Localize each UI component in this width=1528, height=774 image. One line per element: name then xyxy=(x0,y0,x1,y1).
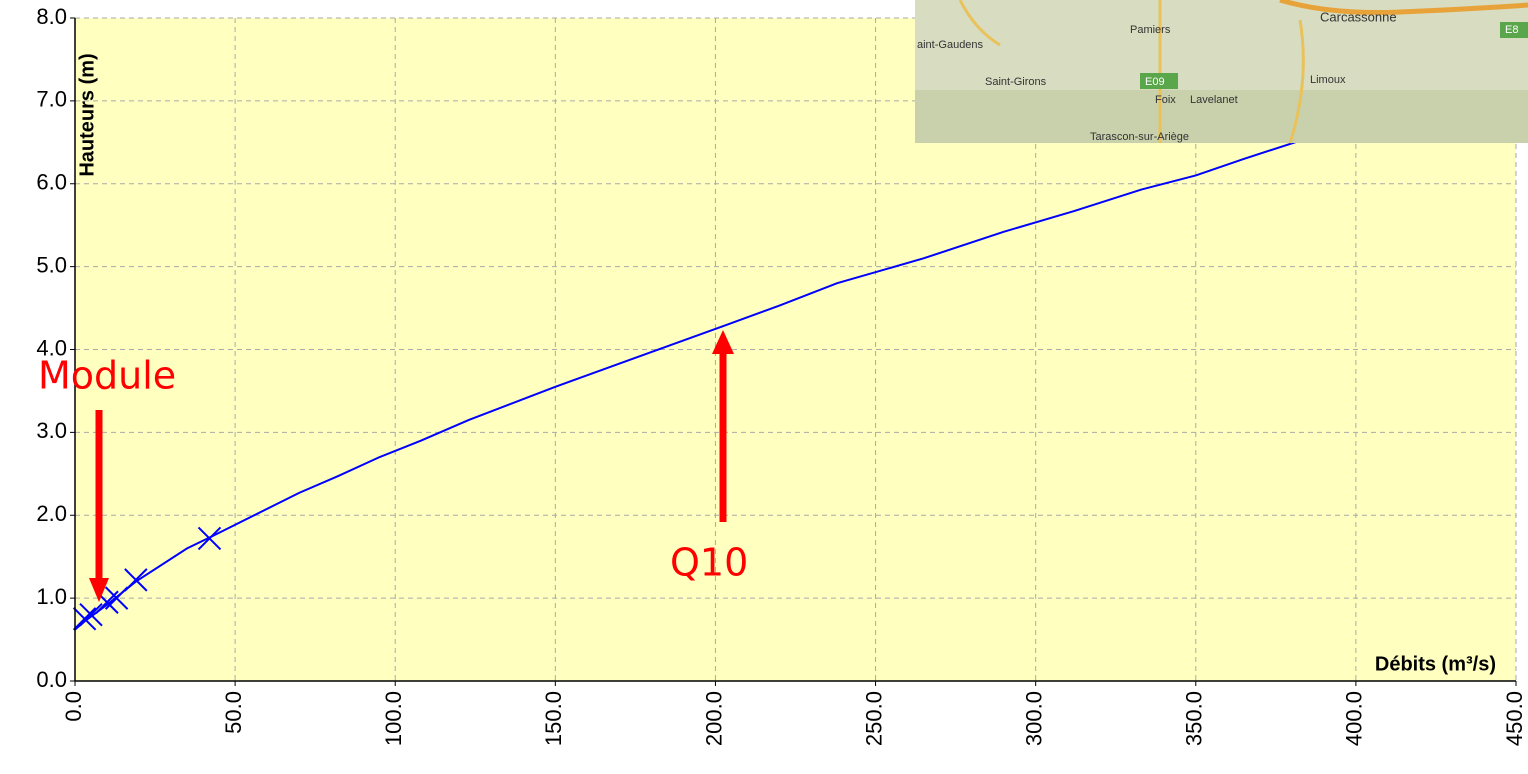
y-tick-label: 7.0 xyxy=(36,87,67,112)
x-tick-label: 0.0 xyxy=(61,691,86,722)
x-tick-label: 50.0 xyxy=(221,691,246,734)
map-label: Carcassonne xyxy=(1320,9,1397,24)
y-tick-label: 3.0 xyxy=(36,418,67,443)
map-label: Tarascon-sur-Ariège xyxy=(1090,131,1189,143)
y-tick-label: 0.0 xyxy=(36,667,67,692)
map-label: E09 xyxy=(1145,76,1165,88)
y-tick-label: 2.0 xyxy=(36,501,67,526)
map-inset: Pamiers Carcassonne aint-Gaudens Saint-G… xyxy=(915,0,1528,143)
x-axis-title: Débits (m³/s) xyxy=(1375,653,1496,675)
x-tick-label: 300.0 xyxy=(1021,691,1046,746)
x-tick-label: 250.0 xyxy=(861,691,886,746)
y-tick-label: 8.0 xyxy=(36,4,67,29)
page: {"chart_data": { "type": "line", "x_labe… xyxy=(0,0,1528,774)
y-tick-label: 4.0 xyxy=(36,335,67,360)
chart: Hauteurs (m) Débits (m³/s) Module Q10 0.… xyxy=(0,0,1528,774)
y-axis-title: Hauteurs (m) xyxy=(76,53,98,176)
map-label: Pamiers xyxy=(1130,24,1171,36)
y-tick-label: 1.0 xyxy=(36,584,67,609)
x-tick-label: 450.0 xyxy=(1502,691,1527,746)
x-tick-label: 400.0 xyxy=(1342,691,1367,746)
y-tick-label: 5.0 xyxy=(36,252,67,277)
map-label: aint-Gaudens xyxy=(917,39,984,51)
x-tick-label: 200.0 xyxy=(701,691,726,746)
x-tick-label: 350.0 xyxy=(1182,691,1207,746)
map-label: Saint-Girons xyxy=(985,76,1047,88)
x-tick-label: 100.0 xyxy=(381,691,406,746)
x-tick-label: 150.0 xyxy=(541,691,566,746)
annotation: Q10 xyxy=(670,541,748,585)
map-label: Limoux xyxy=(1310,74,1346,86)
map-label: E8 xyxy=(1505,24,1518,36)
map-label: Foix xyxy=(1155,94,1176,106)
map-label: Lavelanet xyxy=(1190,94,1238,106)
y-tick-label: 6.0 xyxy=(36,170,67,195)
